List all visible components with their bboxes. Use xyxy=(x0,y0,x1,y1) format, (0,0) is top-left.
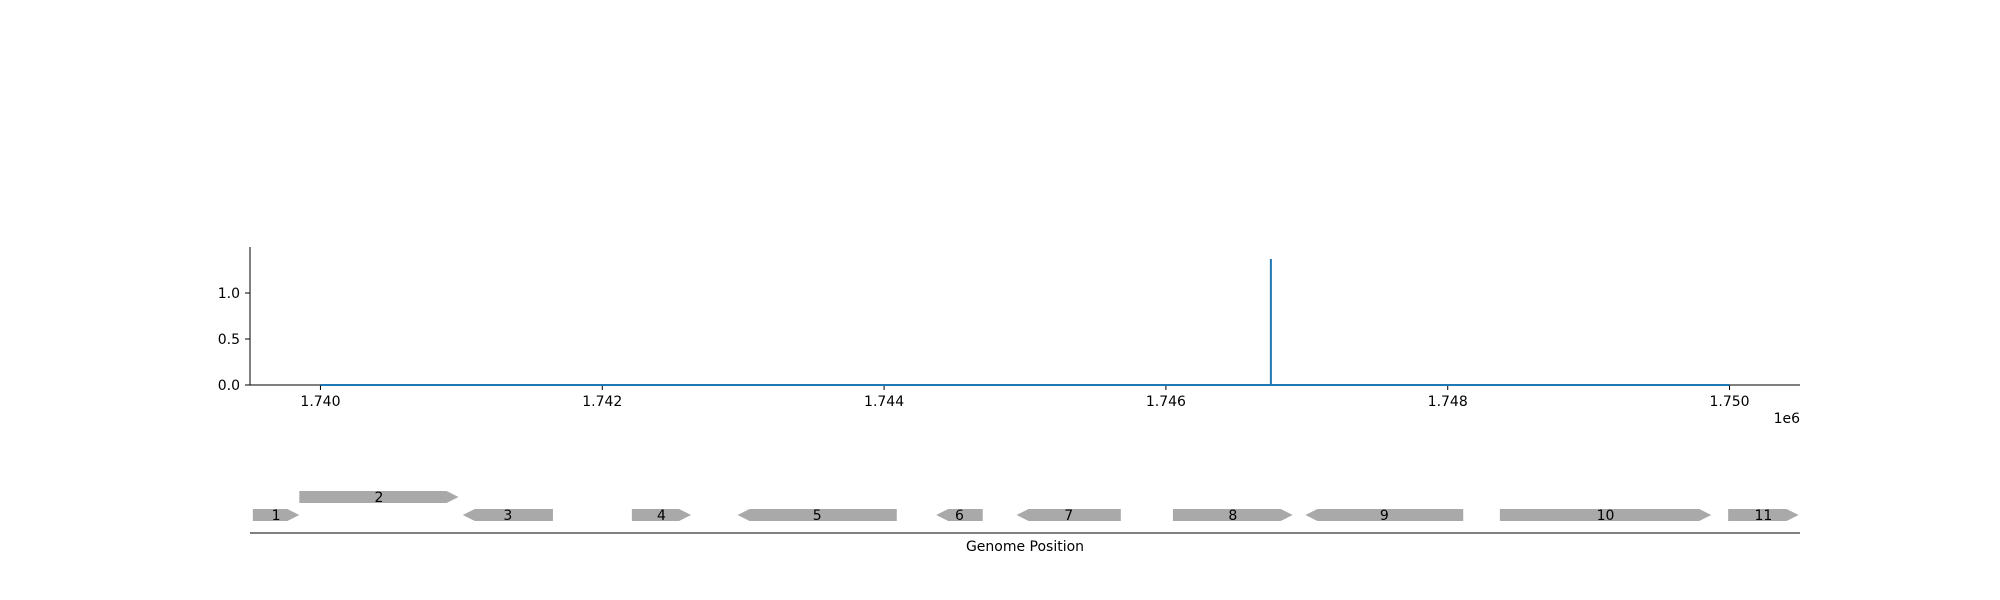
gene-label: 9 xyxy=(1380,508,1389,524)
gene-1: 1 xyxy=(252,508,300,524)
gene-arrow xyxy=(1499,509,1712,521)
gene-arrow xyxy=(1016,509,1121,521)
gene-label: 11 xyxy=(1754,508,1772,524)
gene-label: 3 xyxy=(503,508,512,524)
gene-3: 3 xyxy=(462,508,553,524)
y-ticks: 0.0 0.5 1.0 xyxy=(218,286,250,394)
gene-label: 7 xyxy=(1064,508,1073,524)
x-tick-label: 1.742 xyxy=(582,394,622,410)
y-tick-label: 0.0 xyxy=(218,378,240,394)
gene-label: 4 xyxy=(657,508,666,524)
x-tick-label: 1.744 xyxy=(864,394,904,410)
gene-arrow xyxy=(462,509,553,521)
gene-2: 2 xyxy=(299,490,459,506)
gene-label: 6 xyxy=(955,508,964,524)
gene-8: 8 xyxy=(1172,508,1293,524)
gene-6: 6 xyxy=(936,508,983,524)
gene-11: 11 xyxy=(1728,508,1799,524)
y-tick-label: 0.5 xyxy=(218,332,240,348)
x-tick-label: 1.746 xyxy=(1146,394,1186,410)
x-tick-label: 1.748 xyxy=(1428,394,1468,410)
gene-arrow xyxy=(299,491,459,503)
gene-10: 10 xyxy=(1499,508,1712,524)
gene-4: 4 xyxy=(631,508,692,524)
x-tick-label: 1.740 xyxy=(300,394,340,410)
x-ticks: 1.740 1.742 1.744 1.746 1.748 1.750 xyxy=(300,385,1750,410)
gene-arrow xyxy=(1305,509,1464,521)
genes-layer: 1 2 3 4 5 6 7 8 9 10 11 xyxy=(252,490,1799,524)
x-tick-label: 1.750 xyxy=(1709,394,1749,410)
gene-label: 10 xyxy=(1597,508,1615,524)
gene-5: 5 xyxy=(737,508,897,524)
signal-axes: 0.0 0.5 1.0 1.740 1.742 1.744 1.746 1.748 1.750… xyxy=(218,247,1800,427)
x-offset-label: 1e6 xyxy=(1774,411,1801,427)
gene-arrow xyxy=(631,509,692,521)
gene-7: 7 xyxy=(1016,508,1121,524)
gene-label: 1 xyxy=(272,508,281,524)
gene-arrow xyxy=(1172,509,1293,521)
gene-9: 9 xyxy=(1305,508,1464,524)
gene-label: 5 xyxy=(813,508,822,524)
gene-track: 1 2 3 4 5 6 7 8 9 10 11 Genome Position xyxy=(250,490,1800,555)
x-axis-title: Genome Position xyxy=(966,539,1084,555)
gene-arrow xyxy=(936,509,983,521)
gene-label: 8 xyxy=(1228,508,1237,524)
gene-arrow xyxy=(252,509,300,521)
gene-arrow xyxy=(1728,509,1799,521)
gene-arrow xyxy=(737,509,897,521)
series-line-0 xyxy=(320,258,1730,386)
series-layer xyxy=(320,258,1730,386)
gene-label: 2 xyxy=(374,490,383,506)
y-tick-label: 1.0 xyxy=(218,286,240,302)
